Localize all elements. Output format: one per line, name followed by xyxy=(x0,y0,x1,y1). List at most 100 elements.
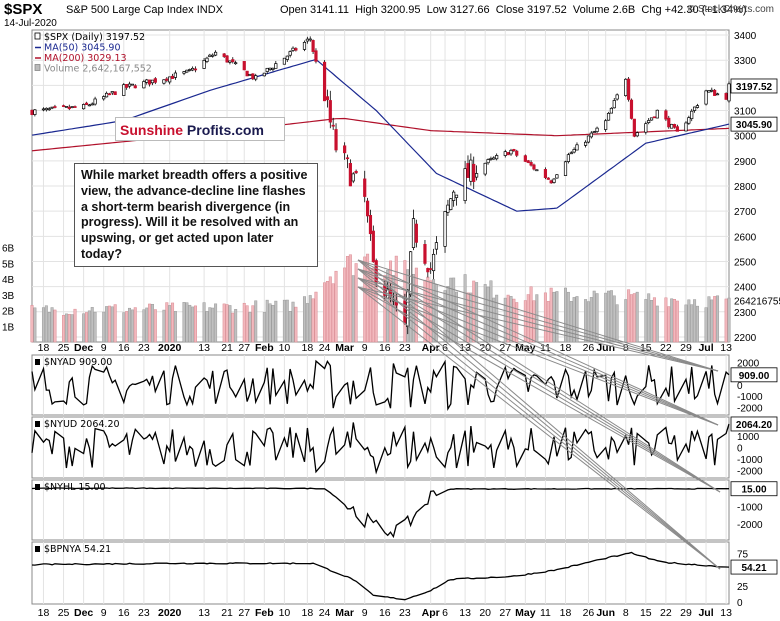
volume-bar xyxy=(495,294,499,343)
candle xyxy=(495,155,499,160)
candle xyxy=(188,69,192,71)
volume-bar xyxy=(113,304,117,343)
close-value: 3197.52 xyxy=(526,4,567,16)
candle xyxy=(245,70,249,77)
candle xyxy=(225,55,229,63)
volume-bar xyxy=(87,310,91,343)
x-tick-top: 11 xyxy=(540,342,551,354)
x-tick-bottom: Mar xyxy=(335,607,354,619)
candle xyxy=(265,67,269,72)
volume-bar xyxy=(182,302,186,343)
volume-bar xyxy=(331,283,335,343)
volume-bar xyxy=(30,305,34,343)
volume-bar xyxy=(328,276,332,343)
x-tick-bottom: 22 xyxy=(660,607,672,619)
candle xyxy=(454,194,459,198)
x-tick-top: 16 xyxy=(379,342,391,354)
candle xyxy=(523,155,527,162)
candle xyxy=(655,109,659,119)
legend-ma50: MA(50) 3045.90 xyxy=(44,43,121,54)
ma50-last-label-box xyxy=(730,116,778,132)
x-tick-bottom: 18 xyxy=(302,607,314,619)
volume-bar xyxy=(245,305,249,343)
volume-bar xyxy=(592,290,596,343)
volume-bar xyxy=(650,300,654,343)
volume-bar xyxy=(486,286,490,343)
candle xyxy=(251,73,255,80)
candle xyxy=(368,215,373,235)
volume-bar xyxy=(509,296,513,343)
volume-bar xyxy=(526,294,530,343)
volume-bar xyxy=(294,306,298,343)
candle xyxy=(345,157,350,160)
candle xyxy=(667,117,671,128)
candle xyxy=(555,174,559,179)
candle xyxy=(434,242,439,250)
volume-tick: 4B xyxy=(2,275,15,286)
symbol-name: S&P 500 Large Cap Index INDX xyxy=(66,4,223,16)
volume-bar xyxy=(248,312,252,343)
candle xyxy=(612,100,616,109)
x-tick-top: Feb xyxy=(255,342,274,354)
indicator-last-label-box xyxy=(730,559,778,575)
volume-bar xyxy=(214,303,218,343)
candle xyxy=(489,158,493,160)
candle xyxy=(127,83,132,87)
candle xyxy=(664,110,668,120)
volume-bar xyxy=(82,313,86,343)
x-tick-top: 18 xyxy=(302,342,314,354)
indicator-tick: 0 xyxy=(737,598,743,609)
x-tick-top: 8 xyxy=(623,342,629,354)
volume-bar xyxy=(251,305,255,343)
x-tick-top: 27 xyxy=(238,342,250,354)
candle xyxy=(549,180,553,184)
candle xyxy=(512,149,516,152)
volume-bar xyxy=(148,303,152,343)
volume-bar xyxy=(268,303,272,343)
candle xyxy=(110,91,114,94)
indicator-last-label: 15.00 xyxy=(741,485,766,496)
candle xyxy=(466,163,470,178)
stockcharts-credit[interactable]: © StockCharts.com xyxy=(687,4,774,15)
volume-bar xyxy=(612,295,616,343)
candle xyxy=(583,141,588,146)
volume-bar xyxy=(110,306,114,343)
candle xyxy=(704,90,708,105)
candle xyxy=(191,67,195,71)
volume-bar xyxy=(47,311,51,343)
x-tick-top: 21 xyxy=(221,342,233,354)
x-tick-top: 22 xyxy=(660,342,672,354)
candle xyxy=(44,107,48,111)
volume-bar xyxy=(363,256,367,343)
volume-bar xyxy=(690,304,694,343)
volume-bar xyxy=(532,300,536,343)
volume-bar xyxy=(50,307,54,343)
candle xyxy=(343,145,347,154)
candle xyxy=(566,154,570,162)
legend-swatch-price xyxy=(34,32,41,40)
volume-bar xyxy=(644,299,648,343)
chart-date: 14-Jul-2020 xyxy=(4,18,57,29)
candle xyxy=(713,89,717,96)
indicator-last-label: 54.21 xyxy=(741,563,766,574)
annotation-pointer xyxy=(357,259,719,426)
candle xyxy=(274,63,278,69)
candle xyxy=(486,159,490,164)
indicator-tick: -1000 xyxy=(737,455,763,466)
candle xyxy=(515,150,519,156)
candle xyxy=(532,164,536,170)
legend-volume: Volume 2,642,167,552 xyxy=(44,64,152,75)
volume-bar xyxy=(667,306,671,343)
volume-bar xyxy=(150,303,154,343)
candle xyxy=(50,106,54,109)
annotation-pointer xyxy=(357,277,719,426)
volume-bar xyxy=(627,289,631,343)
volume-bar xyxy=(664,297,668,343)
close-label: Close xyxy=(495,4,524,16)
candle xyxy=(334,129,338,151)
x-tick-top: 29 xyxy=(680,342,692,354)
candle xyxy=(431,253,436,272)
price-tick: 3400 xyxy=(734,31,757,42)
volume-bar xyxy=(695,305,699,343)
